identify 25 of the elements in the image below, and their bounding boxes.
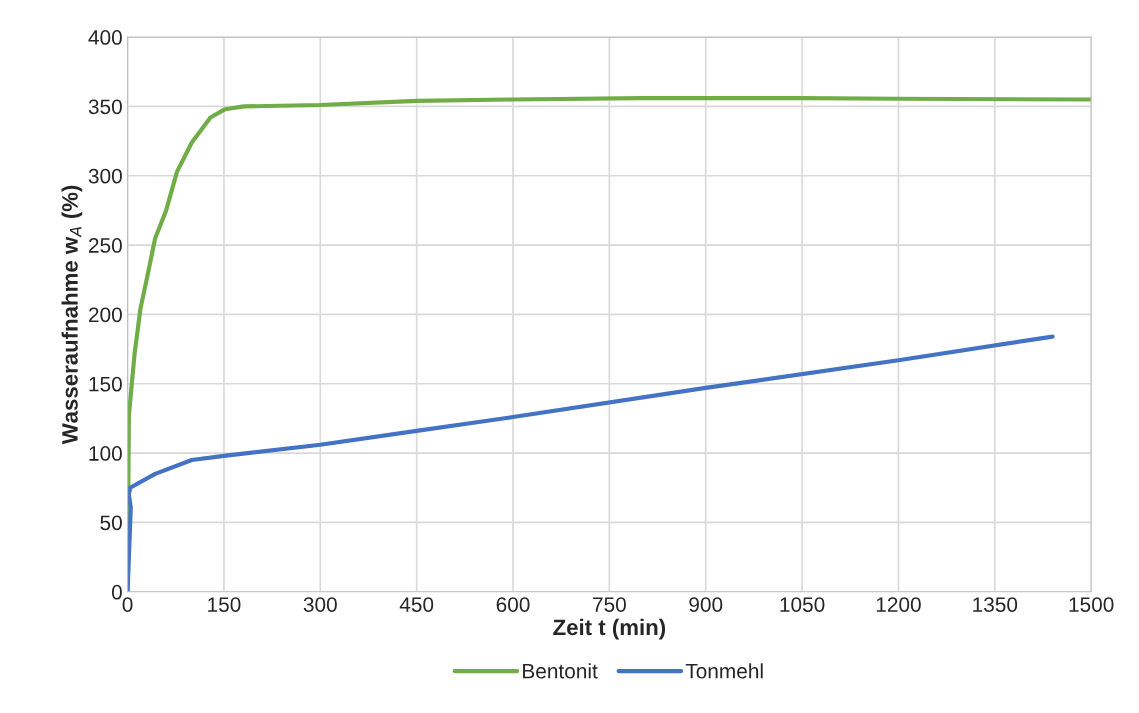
line-series xyxy=(127,334,1055,592)
x-tick-label: 450 xyxy=(399,597,434,612)
x-tick-label: 600 xyxy=(496,597,530,612)
y-tick-label: 250 xyxy=(89,238,122,253)
x-axis-title: Zeit t (min) xyxy=(553,618,666,640)
y-tick-label: 350 xyxy=(88,99,122,115)
y-tick-label: 200 xyxy=(89,307,122,323)
x-tick-label: 900 xyxy=(689,597,723,612)
y-axis-title: Wasseraufnahme w$_{A}$ (%) xyxy=(61,185,83,445)
x-tick-label: 150 xyxy=(208,597,241,612)
x-tick-label: 750 xyxy=(593,597,626,612)
x-tick-label: 1200 xyxy=(876,597,921,612)
x-tick-label: 0 xyxy=(122,597,133,612)
legend-label: Tonmehl xyxy=(685,663,763,679)
y-tick-label: 150 xyxy=(89,376,122,392)
y-tick-label: 50 xyxy=(100,515,122,531)
y-tick-label: 300 xyxy=(88,168,122,184)
x-tick-label: 1500 xyxy=(1069,597,1114,612)
y-tick-label: 400 xyxy=(88,30,122,45)
x-tick-label: 1050 xyxy=(780,597,825,612)
x-tick-label: 300 xyxy=(303,597,337,612)
y-tick-label: 100 xyxy=(89,446,122,461)
x-tick-label: 1350 xyxy=(973,597,1018,612)
y-tick-label: 0 xyxy=(111,584,122,600)
legend-label: Bentonit xyxy=(523,663,598,679)
